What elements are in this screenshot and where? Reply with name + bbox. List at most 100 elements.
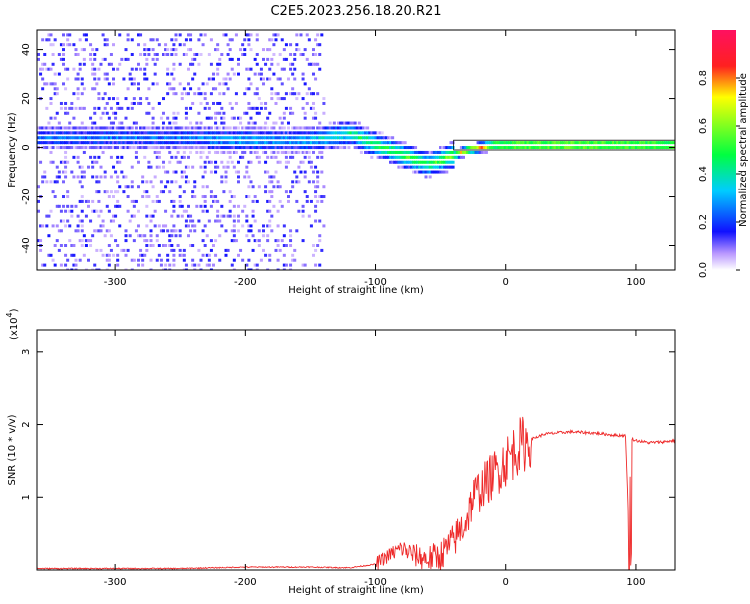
spectrogram-cell	[274, 141, 278, 145]
spectrogram-cell	[424, 160, 428, 164]
spectrogram-cell	[378, 141, 382, 145]
spectrogram-cell	[303, 82, 307, 86]
spectrogram-cell	[297, 146, 301, 150]
spectrogram-cell	[139, 52, 143, 56]
spectrogram-cell	[61, 52, 65, 56]
spectrogram-cell	[93, 72, 97, 76]
spectrogram-cell	[228, 214, 232, 218]
spectrogram-ytick-label: -40	[21, 237, 32, 253]
spectrogram-cell	[568, 146, 572, 150]
spectrogram-cell	[274, 121, 278, 125]
spectrogram-cell	[99, 141, 103, 145]
spectrogram-cell	[224, 126, 228, 130]
spectrogram-cell	[226, 136, 230, 140]
spectrogram-cell	[397, 160, 401, 164]
spectrogram-cell	[155, 126, 159, 130]
spectrogram-cell	[426, 150, 430, 154]
spectrogram-cell	[476, 146, 480, 150]
spectrogram-cell	[180, 126, 184, 130]
spectrogram-cell	[218, 234, 222, 238]
spectrogram-cell	[411, 146, 415, 150]
spectrogram-cell	[280, 38, 284, 42]
spectrogram-cell	[330, 126, 334, 130]
spectrogram-cell	[164, 244, 168, 248]
spectrogram-cell	[297, 209, 301, 213]
spectrogram-cell	[76, 175, 80, 179]
spectrogram-cell	[103, 170, 107, 174]
spectrogram-cell	[270, 62, 274, 66]
spectrogram-cell	[78, 258, 82, 262]
spectrogram-cell	[105, 101, 109, 105]
spectrogram-cell	[218, 62, 222, 66]
spectrogram-cell	[280, 121, 284, 125]
spectrogram-cell	[553, 141, 557, 145]
spectrogram-cell	[432, 160, 436, 164]
spectrogram-cell	[395, 155, 399, 159]
spectrogram-cell	[105, 229, 109, 233]
spectrogram-cell	[59, 244, 63, 248]
spectrogram-cell	[45, 136, 49, 140]
spectrogram-cell	[191, 195, 195, 199]
spectrogram-cell	[116, 146, 120, 150]
spectrogram-cell	[278, 52, 282, 56]
spectrogram-cell	[86, 131, 90, 135]
spectrogram-cell	[664, 146, 668, 150]
spectrogram-cell	[399, 141, 403, 145]
spectrogram-cell	[91, 141, 95, 145]
spectrogram-cell	[224, 165, 228, 169]
spectrogram-cell	[111, 126, 115, 130]
spectrogram-cell	[91, 126, 95, 130]
spectrogram-cell	[424, 155, 428, 159]
spectrogram-cell	[170, 155, 174, 159]
spectrogram-cell	[180, 253, 184, 257]
spectrogram-cell	[347, 141, 351, 145]
spectrogram-cell	[103, 77, 107, 81]
spectrogram-cell	[266, 155, 270, 159]
spectrogram-cell	[391, 150, 395, 154]
spectrogram-cell	[145, 126, 149, 130]
spectrogram-cell	[243, 175, 247, 179]
spectrogram-cell	[209, 141, 213, 145]
spectrogram-cell	[209, 62, 213, 66]
spectrogram-cell	[159, 180, 163, 184]
spectrogram-cell	[130, 101, 134, 105]
spectrogram-cell	[234, 33, 238, 37]
spectrogram-cell	[193, 92, 197, 96]
colorbar-tick-label: 0.6	[698, 118, 709, 134]
spectrogram-cell	[320, 131, 324, 135]
spectrogram-cell	[378, 155, 382, 159]
spectrogram-cell	[176, 131, 180, 135]
spectrogram-cell	[174, 121, 178, 125]
spectrogram-cell	[155, 82, 159, 86]
spectrogram-cell	[222, 165, 226, 169]
spectrogram-cell	[416, 170, 420, 174]
spectrogram-cell	[66, 38, 70, 42]
spectrogram-cell	[301, 97, 305, 101]
spectrogram-cell	[61, 57, 65, 61]
spectrogram-cell	[180, 204, 184, 208]
spectrogram-cell	[120, 141, 124, 145]
spectrogram-cell	[255, 150, 259, 154]
spectrogram-cell	[161, 224, 165, 228]
spectrogram-cell	[151, 244, 155, 248]
spectrogram-cell	[434, 155, 438, 159]
spectrogram-cell	[355, 136, 359, 140]
spectrogram-cell	[193, 52, 197, 56]
spectrogram-cell	[93, 87, 97, 91]
spectrogram-cell	[257, 131, 261, 135]
spectrogram-cell	[232, 131, 236, 135]
spectrogram-cell	[311, 150, 315, 154]
spectrogram-cell	[530, 141, 534, 145]
spectrogram-cell	[91, 48, 95, 52]
spectrogram-cell	[253, 121, 257, 125]
spectrogram-cell	[74, 146, 78, 150]
spectrogram-cell	[261, 229, 265, 233]
spectrogram-cell	[139, 33, 143, 37]
spectrogram-cell	[266, 116, 270, 120]
spectrogram-cell	[245, 195, 249, 199]
spectrogram-cell	[114, 170, 118, 174]
spectrogram-cell	[174, 136, 178, 140]
spectrogram-cell	[243, 52, 247, 56]
spectrogram-cell	[182, 209, 186, 213]
spectrogram-cell	[95, 180, 99, 184]
